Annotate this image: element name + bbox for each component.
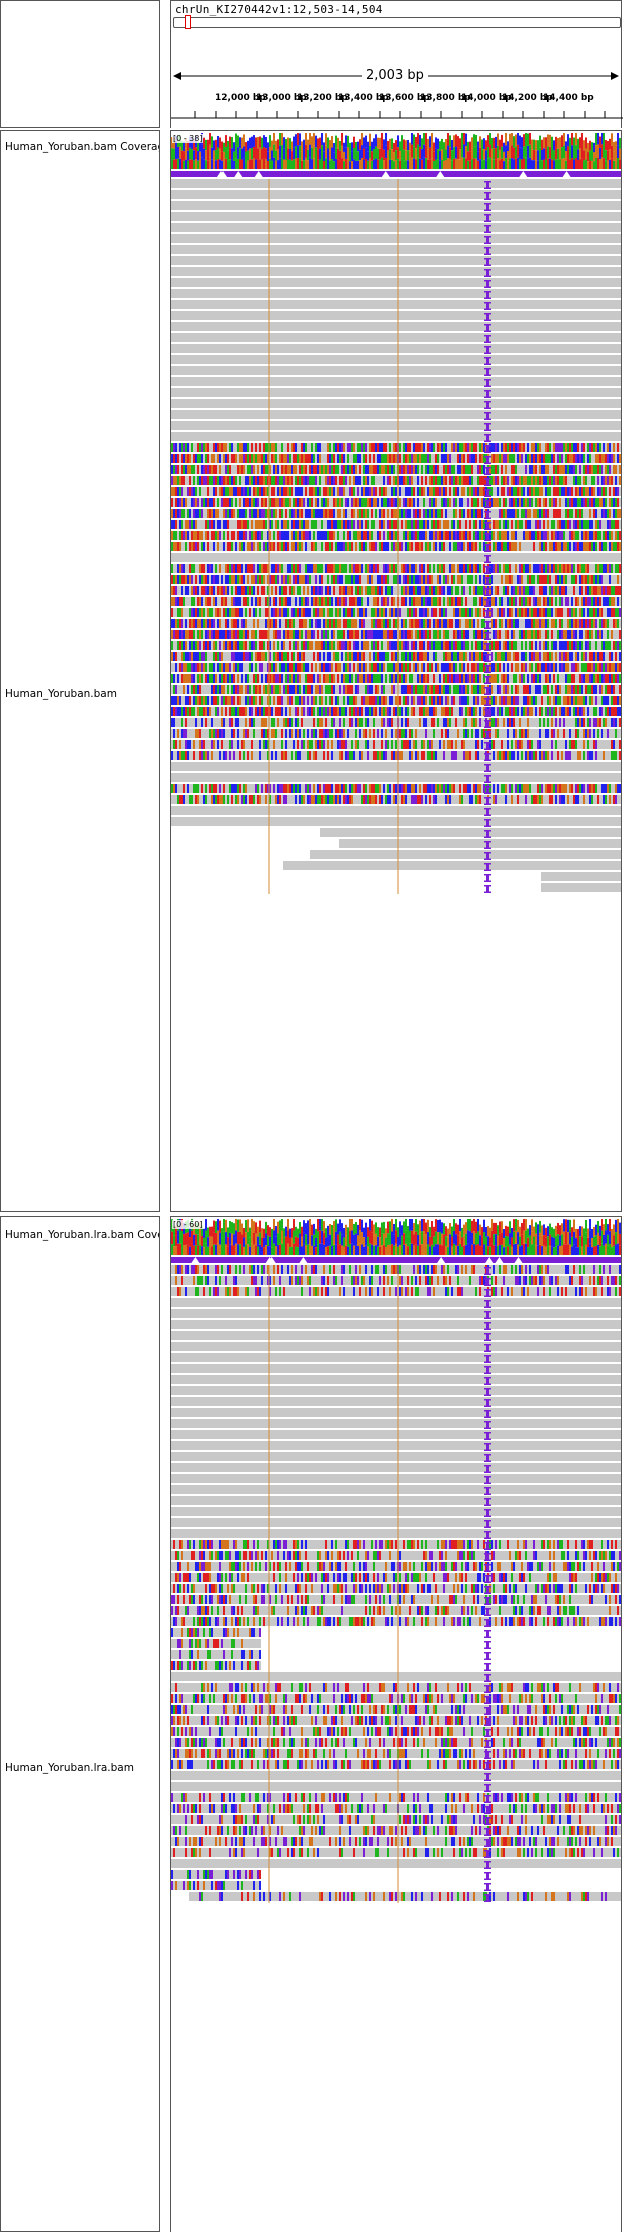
tick-label: 13,000 bp — [256, 93, 307, 103]
coverage-track-name[interactable]: Human_Yoruban.lra.bam Coverage — [5, 1229, 159, 1241]
span-label: 2,003 bp — [362, 68, 428, 83]
track2-data-panel: [0 - 60] — [170, 1216, 622, 2232]
tick-label: 13,600 bp — [379, 93, 430, 103]
ruler-ticks — [171, 111, 623, 119]
tick-label: 14,200 bp — [502, 93, 553, 103]
tick-label: 12,000 bp — [215, 93, 266, 103]
insertion-bar — [171, 1257, 621, 1263]
coverage-range-label: [0 - 60] — [172, 1220, 204, 1229]
coverage-histogram[interactable] — [171, 1219, 621, 1263]
read-rows — [171, 1265, 621, 1901]
current-region-marker[interactable] — [185, 15, 191, 29]
alignment-track-name[interactable]: Human_Yoruban.lra.bam — [5, 1762, 134, 1774]
coverage-range-label: [0 - 38] — [172, 134, 204, 143]
tick-label: 13,200 bp — [297, 93, 348, 103]
coverage-histogram[interactable] — [171, 133, 621, 177]
ruler-panel: chrUn_KI270442v1:12,503-14,504 2,003 bp … — [170, 0, 623, 128]
track1-data-panel: [0 - 38] — [170, 130, 622, 1212]
insertion-bar — [171, 171, 621, 177]
insertion-markers — [484, 181, 491, 893]
coverage-track-name[interactable]: Human_Yoruban.bam Coverage — [5, 141, 159, 153]
track2-name-panel: Human_Yoruban.lra.bam Coverage Human_Yor… — [0, 1216, 160, 2232]
guide-lines — [268, 1265, 399, 1903]
chromosome-ideogram[interactable] — [173, 17, 621, 28]
coverage-bars — [171, 133, 621, 169]
coverage-bars — [171, 1219, 621, 1255]
alignment-track-name[interactable]: Human_Yoruban.bam — [5, 688, 117, 700]
tick-label: 14,400 bp — [543, 93, 594, 103]
alignment-reads[interactable] — [171, 179, 621, 1209]
tick-label: 14,000 bp — [461, 93, 512, 103]
track1-name-panel: Human_Yoruban.bam Coverage Human_Yoruban… — [0, 130, 160, 1212]
ruler-name-panel — [0, 0, 160, 128]
insertion-markers — [484, 1267, 491, 1902]
guide-lines — [268, 179, 399, 894]
locus-label: chrUn_KI270442v1:12,503-14,504 — [175, 3, 383, 16]
tick-label: 13,400 bp — [338, 93, 389, 103]
alignment-reads[interactable] — [171, 1265, 621, 2230]
read-rows — [171, 179, 621, 892]
tick-label: 13,800 bp — [420, 93, 471, 103]
